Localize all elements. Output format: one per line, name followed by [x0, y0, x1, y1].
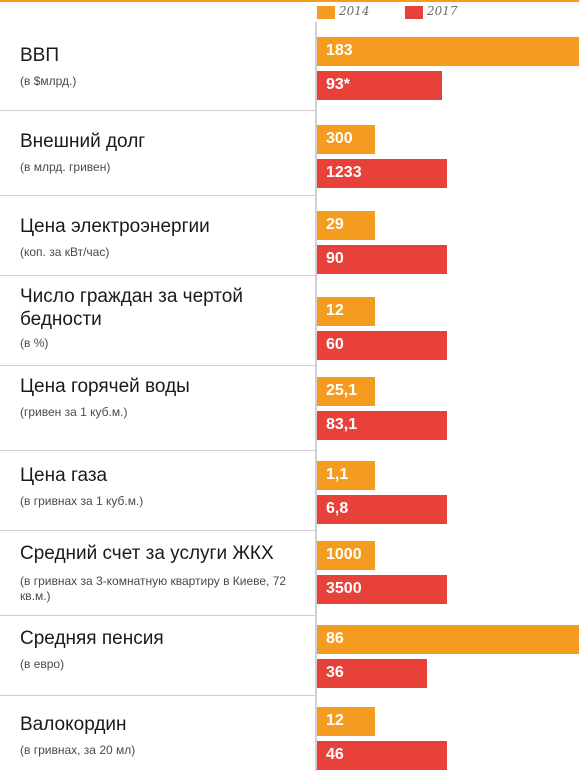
bar-2017: 60 [317, 331, 447, 360]
row-subtitle: (в гривнах, за 20 мл) [20, 743, 136, 757]
row-subtitle: (в евро) [20, 657, 65, 671]
bar-2014: 29 [317, 211, 375, 240]
bar-value-label: 183 [326, 42, 353, 59]
bar-2014: 86 [317, 625, 579, 654]
row-separator [0, 695, 315, 696]
bar-value-label: 1233 [326, 164, 362, 181]
row-separator [0, 450, 315, 451]
row-subtitle: (гривен за 1 куб.м.) [20, 405, 128, 419]
row-subtitle: (в гривнах за 3-комнатную квартиру в Кие… [20, 574, 287, 603]
legend-label-2017: 2017 [427, 4, 458, 18]
row-separator [0, 195, 315, 196]
legend-swatch-2017 [405, 6, 423, 19]
bar-value-label: 3500 [326, 580, 362, 597]
bar-2017: 3500 [317, 575, 447, 604]
bar-2017: 36 [317, 659, 427, 688]
row-separator [0, 365, 315, 366]
bar-value-label: 6,8 [326, 500, 349, 517]
row-separator [0, 615, 315, 616]
bar-2017: 90 [317, 245, 447, 274]
row-title: Внешний долг [20, 131, 146, 152]
bar-2017: 46 [317, 741, 447, 770]
chart-axis-line [315, 22, 317, 771]
bar-value-label: 86 [326, 630, 344, 647]
row-title: Цена горячей воды [20, 376, 190, 397]
row-title: Средняя пенсия [20, 628, 164, 649]
bar-value-label: 46 [326, 746, 344, 763]
row-subtitle: (в гривнах за 1 куб.м.) [20, 494, 144, 508]
bar-2014: 25,1 [317, 377, 375, 406]
bar-value-label: 1,1 [326, 466, 349, 483]
row-subtitle: (в %) [20, 336, 49, 350]
row-subtitle: (коп. за кВт/час) [20, 245, 110, 259]
row-title: ВВП [20, 45, 60, 66]
bar-value-label: 90 [326, 250, 344, 267]
bar-2014: 300 [317, 125, 375, 154]
row-title: Средний счет за услуги ЖКХ [20, 543, 274, 564]
bar-value-label: 12 [326, 302, 344, 319]
row-separator [0, 110, 315, 111]
bar-value-label: 29 [326, 216, 344, 233]
row-title: Валокордин [20, 714, 127, 735]
row-subtitle: (в $млрд.) [20, 74, 77, 88]
bar-value-label: 1000 [326, 546, 362, 563]
bar-2017: 1233 [317, 159, 447, 188]
bar-value-label: 93* [326, 76, 351, 93]
legend-swatch-2014 [317, 6, 335, 19]
bar-2017: 93* [317, 71, 442, 100]
row-subtitle: (в млрд. гривен) [20, 160, 111, 174]
row-title: Цена газа [20, 465, 108, 486]
bar-2017: 6,8 [317, 495, 447, 524]
top-accent-line [0, 0, 579, 2]
row-separator [0, 275, 315, 276]
legend-label-2014: 2014 [339, 4, 370, 18]
row-title: Цена электроэнергии [20, 216, 210, 237]
bar-value-label: 25,1 [326, 382, 358, 399]
row-title: Число граждан за чертой бедности [20, 286, 243, 330]
row-separator [0, 530, 315, 531]
bar-2014: 1,1 [317, 461, 375, 490]
bar-2017: 83,1 [317, 411, 447, 440]
bar-2014: 183 [317, 37, 579, 66]
bar-value-label: 300 [326, 130, 353, 147]
bar-value-label: 36 [326, 664, 344, 681]
bar-2014: 1000 [317, 541, 375, 570]
bar-2014: 12 [317, 707, 375, 736]
bar-value-label: 83,1 [326, 416, 358, 433]
bar-2014: 12 [317, 297, 375, 326]
bar-value-label: 12 [326, 712, 344, 729]
bar-value-label: 60 [326, 336, 344, 353]
